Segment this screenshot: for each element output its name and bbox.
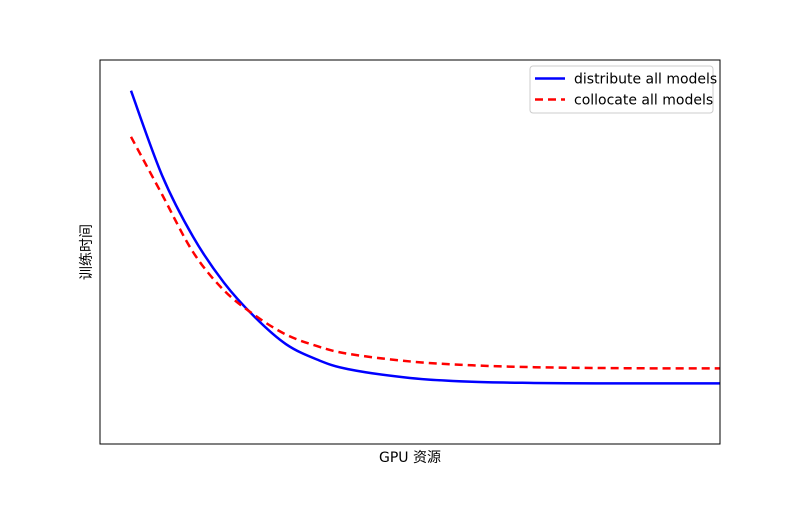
axes-frame (99, 59, 721, 445)
legend: distribute all models collocate all mode… (529, 65, 717, 114)
y-axis-label: 训练时间 (79, 224, 95, 280)
legend-frame (529, 65, 714, 114)
x-axis-label: GPU 资源 (379, 450, 441, 466)
legend-label-distribute: distribute all models (574, 72, 717, 88)
series-line-distribute (129, 90, 720, 385)
legend-label-collocate: collocate all models (574, 93, 713, 109)
plot-area (129, 90, 721, 385)
series-line-collocate (129, 136, 721, 370)
